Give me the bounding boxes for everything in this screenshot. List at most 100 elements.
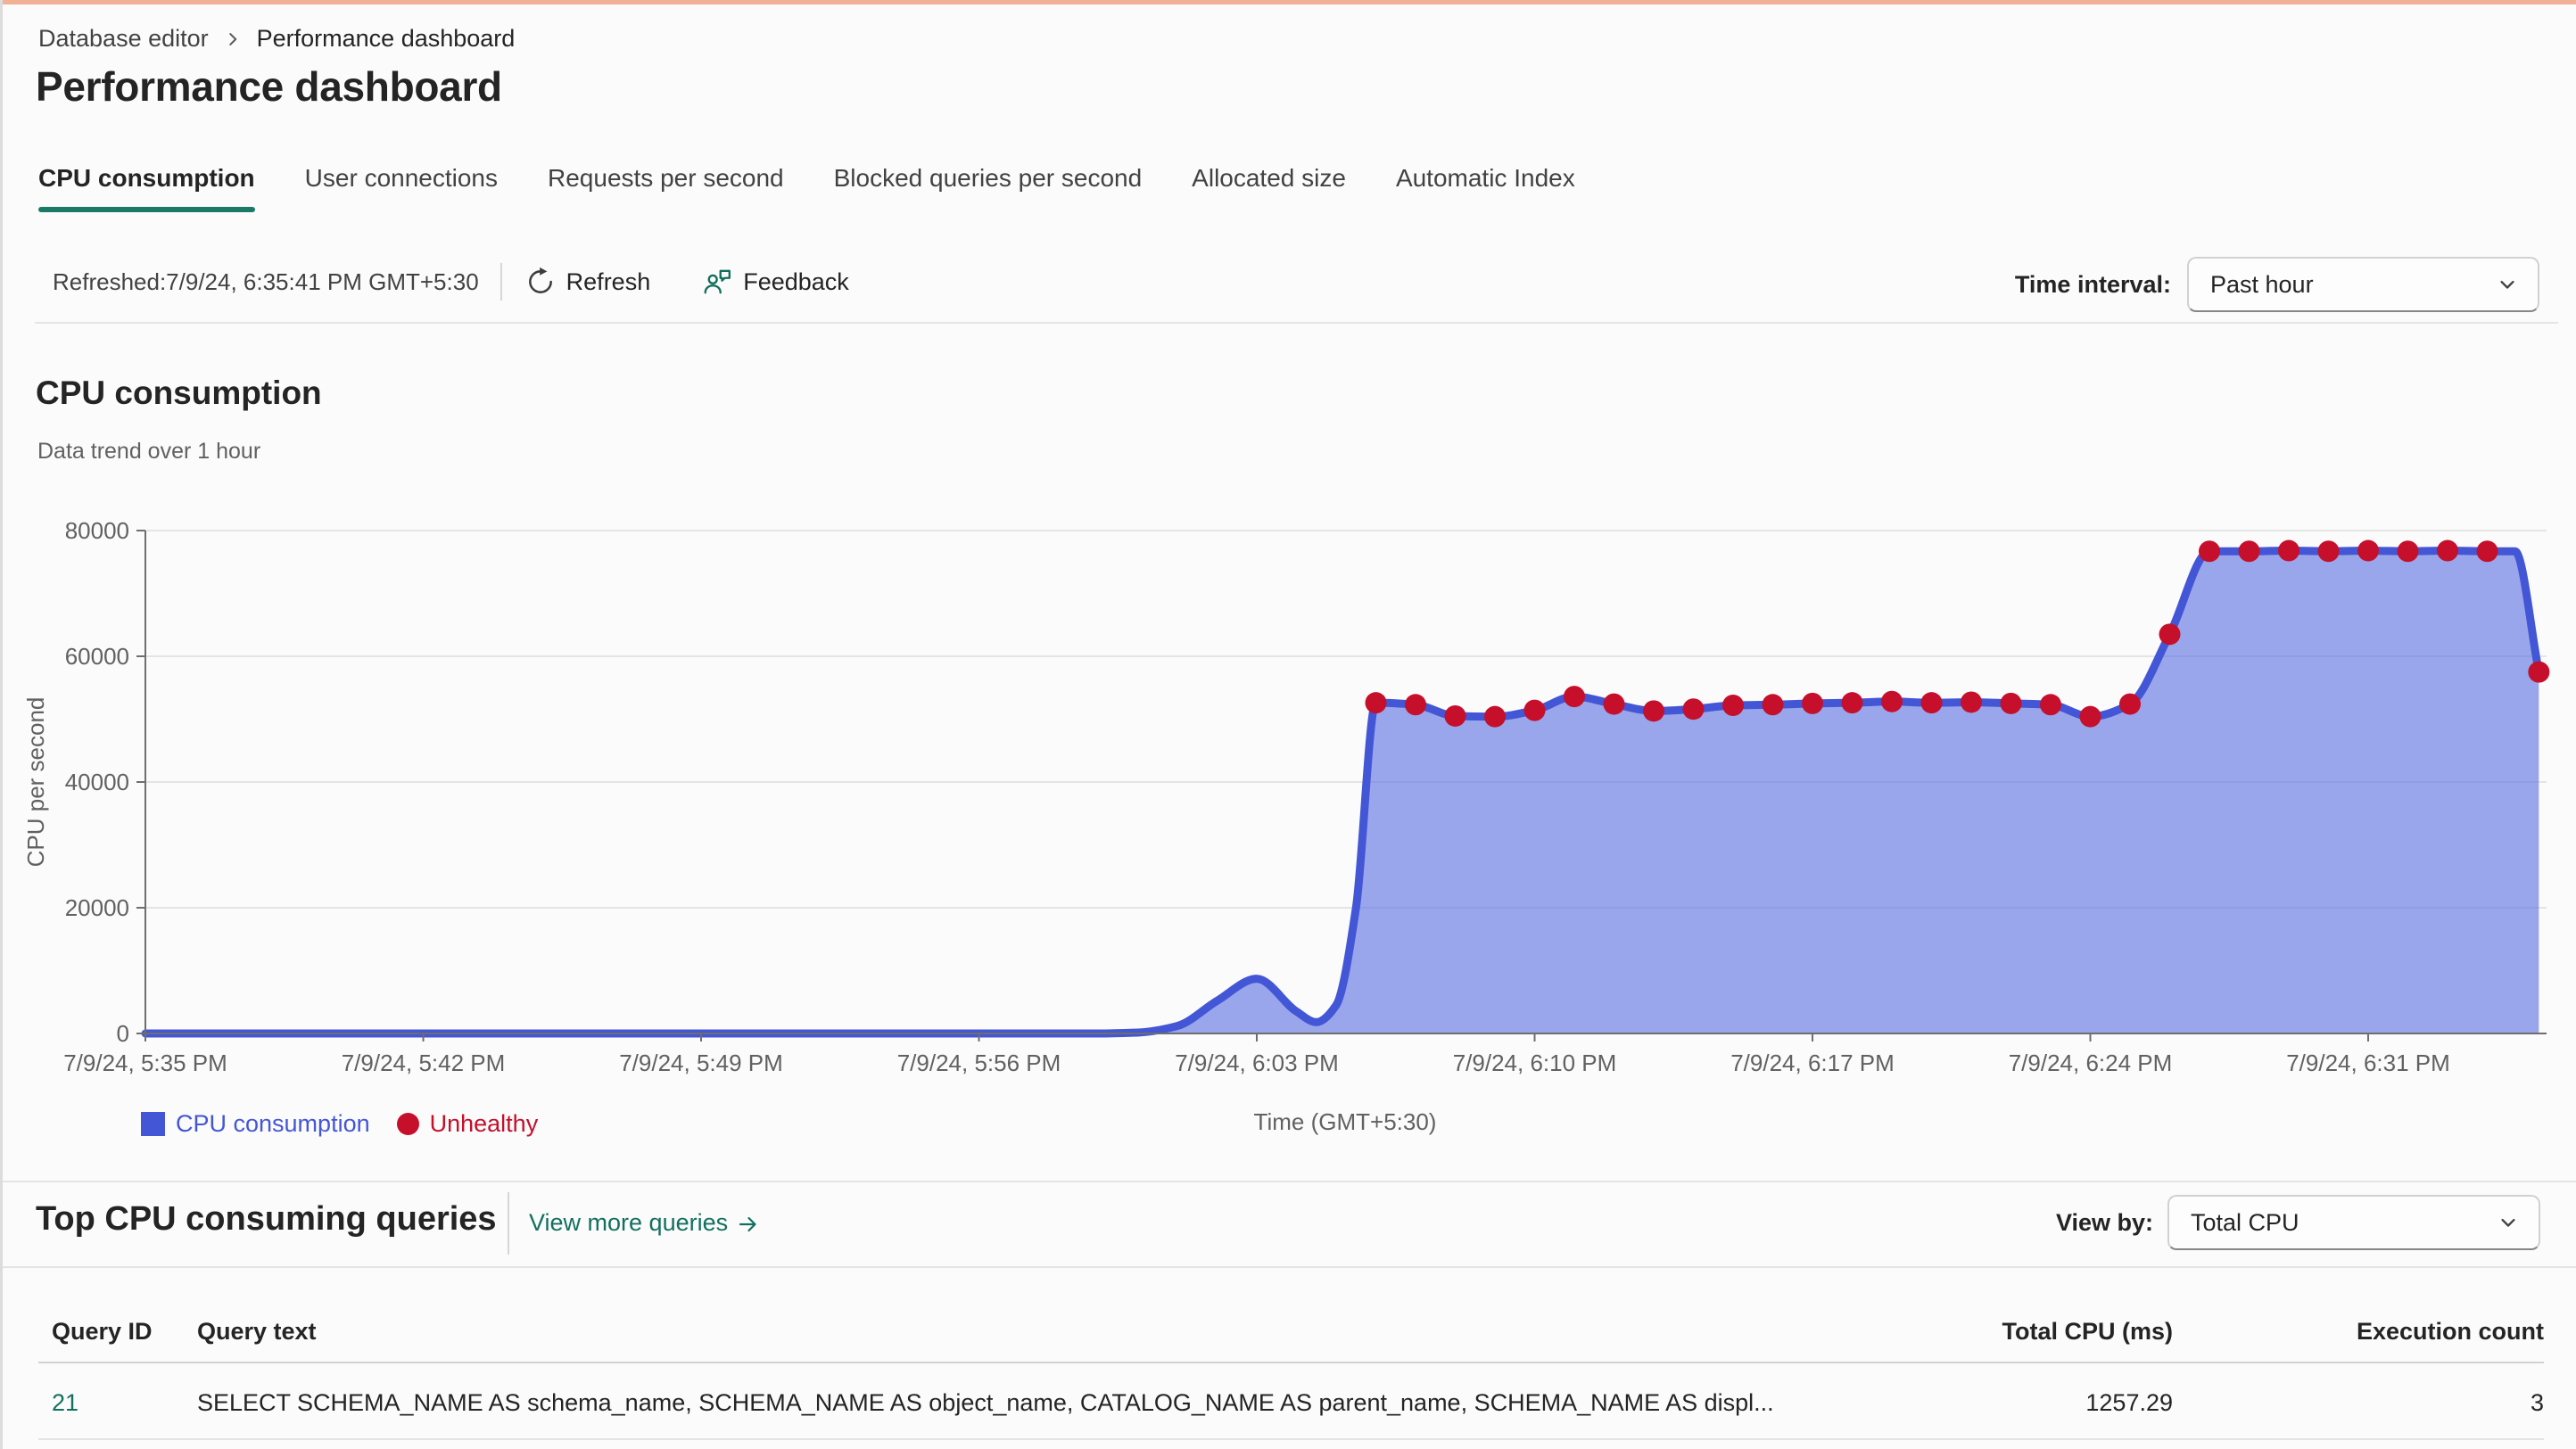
unhealthy-point[interactable] xyxy=(2238,540,2260,563)
unhealthy-point[interactable] xyxy=(1802,692,1823,714)
refreshed-timestamp: Refreshed:7/9/24, 6:35:41 PM GMT+5:30 xyxy=(53,268,479,295)
unhealthy-point[interactable] xyxy=(1881,690,1903,712)
chart-section-title: CPU consumption xyxy=(36,375,322,411)
tab-requests-per-second[interactable]: Requests per second xyxy=(548,164,784,192)
view-by-dropdown[interactable]: Total CPU xyxy=(2167,1195,2540,1250)
unhealthy-point[interactable] xyxy=(2476,540,2498,563)
queries-section-title: Top CPU consuming queries xyxy=(36,1200,497,1238)
page-title: Performance dashboard xyxy=(36,63,502,110)
breadcrumb-chevron-icon xyxy=(223,29,243,49)
tab-bar: CPU consumption User connections Request… xyxy=(38,164,1575,212)
unhealthy-point[interactable] xyxy=(1722,694,1744,716)
queries-header-divider xyxy=(508,1192,509,1255)
legend-circle-swatch xyxy=(396,1112,419,1135)
section-divider xyxy=(35,322,2558,324)
tab-user-connections[interactable]: User connections xyxy=(304,164,499,192)
time-interval-value: Past hour xyxy=(2210,270,2314,298)
y-tick-label: 20000 xyxy=(65,894,129,921)
y-tick-label: 40000 xyxy=(65,769,129,795)
view-by-label: View by: xyxy=(2055,1208,2153,1236)
y-tick-label: 0 xyxy=(117,1020,129,1047)
refresh-icon xyxy=(525,267,556,297)
unhealthy-point[interactable] xyxy=(1603,693,1625,715)
time-interval-group: Time interval: Past hour xyxy=(2015,257,2539,312)
section-divider xyxy=(3,1181,2576,1182)
unhealthy-point[interactable] xyxy=(1762,694,1784,716)
query-text-cell: SELECT SCHEMA_NAME AS schema_name, SCHEM… xyxy=(197,1389,1774,1416)
unhealthy-point[interactable] xyxy=(1523,699,1546,721)
unhealthy-point[interactable] xyxy=(1643,700,1664,722)
x-tick-label: 7/9/24, 6:17 PM xyxy=(1730,1050,1895,1076)
cpu-area xyxy=(145,550,2539,1033)
refresh-toolbar: Refreshed:7/9/24, 6:35:41 PM GMT+5:30 Re… xyxy=(53,259,849,305)
breadcrumb-database-editor[interactable]: Database editor xyxy=(38,25,209,52)
tab-automatic-index[interactable]: Automatic Index xyxy=(1395,164,1575,192)
table-row-divider xyxy=(38,1438,2544,1440)
y-axis-title: CPU per second xyxy=(22,697,49,868)
table-header-underline xyxy=(38,1362,2544,1363)
y-tick-label: 60000 xyxy=(65,643,129,670)
x-tick-label: 7/9/24, 6:03 PM xyxy=(1175,1050,1339,1076)
execution-count-cell: 3 xyxy=(2530,1389,2544,1416)
unhealthy-point[interactable] xyxy=(1484,705,1506,728)
unhealthy-point[interactable] xyxy=(1841,692,1863,714)
tab-cpu-consumption[interactable]: CPU consumption xyxy=(38,164,255,212)
unhealthy-point[interactable] xyxy=(2159,623,2181,646)
chart-legend: CPU consumption Unhealthy xyxy=(141,1104,538,1143)
x-tick-label: 7/9/24, 5:35 PM xyxy=(63,1050,227,1076)
view-more-queries-link[interactable]: View more queries xyxy=(529,1209,760,1237)
unhealthy-point[interactable] xyxy=(1444,704,1466,727)
unhealthy-point[interactable] xyxy=(2119,693,2141,715)
unhealthy-point[interactable] xyxy=(2317,540,2340,563)
query-id-link[interactable]: 21 xyxy=(52,1389,79,1416)
x-tick-label: 7/9/24, 6:24 PM xyxy=(2009,1050,2173,1076)
feedback-button[interactable]: Feedback xyxy=(702,267,849,297)
x-tick-label: 7/9/24, 5:42 PM xyxy=(342,1050,506,1076)
unhealthy-point[interactable] xyxy=(1365,692,1387,714)
x-tick-label: 7/9/24, 5:49 PM xyxy=(619,1050,783,1076)
legend-square-swatch xyxy=(141,1111,165,1136)
view-by-group: View by: Total CPU xyxy=(2056,1195,2540,1250)
unhealthy-point[interactable] xyxy=(1961,691,1982,713)
feedback-label: Feedback xyxy=(743,268,849,295)
tab-allocated-size[interactable]: Allocated size xyxy=(1192,164,1346,192)
y-tick-label: 80000 xyxy=(65,517,129,544)
x-tick-label: 7/9/24, 5:56 PM xyxy=(897,1050,1061,1076)
column-header-query-id: Query ID xyxy=(52,1318,153,1345)
breadcrumb-current-page: Performance dashboard xyxy=(256,25,516,52)
chart-section-subtitle: Data trend over 1 hour xyxy=(37,439,261,464)
x-tick-label: 7/9/24, 6:10 PM xyxy=(1453,1050,1617,1076)
legend-label: Unhealthy xyxy=(429,1109,539,1137)
refresh-label: Refresh xyxy=(566,268,651,295)
unhealthy-point[interactable] xyxy=(2528,661,2550,683)
legend-unhealthy[interactable]: Unhealthy xyxy=(396,1109,539,1138)
unhealthy-point[interactable] xyxy=(2079,705,2101,728)
tab-blocked-queries-per-second[interactable]: Blocked queries per second xyxy=(833,164,1143,192)
column-header-total-cpu: Total CPU (ms) xyxy=(2002,1318,2173,1345)
view-by-value: Total CPU xyxy=(2191,1208,2299,1236)
unhealthy-point[interactable] xyxy=(2040,694,2061,716)
unhealthy-point[interactable] xyxy=(2278,539,2299,562)
arrow-right-icon xyxy=(737,1212,760,1235)
refresh-button[interactable]: Refresh xyxy=(525,267,651,297)
time-interval-label: Time interval: xyxy=(2014,270,2171,298)
total-cpu-cell: 1257.29 xyxy=(2085,1389,2173,1416)
legend-label: CPU consumption xyxy=(176,1109,370,1137)
unhealthy-point[interactable] xyxy=(1920,692,1943,714)
view-more-queries-label: View more queries xyxy=(529,1209,729,1236)
chevron-down-icon xyxy=(2495,272,2520,297)
legend-cpu-consumption[interactable]: CPU consumption xyxy=(141,1110,370,1138)
x-axis-title: Time (GMT+5:30) xyxy=(1253,1108,1437,1135)
unhealthy-point[interactable] xyxy=(1682,698,1705,720)
unhealthy-point[interactable] xyxy=(2397,540,2419,563)
column-header-execution-count: Execution count xyxy=(2356,1318,2544,1345)
unhealthy-point[interactable] xyxy=(2437,539,2458,562)
unhealthy-point[interactable] xyxy=(2000,692,2022,714)
unhealthy-point[interactable] xyxy=(1405,694,1426,716)
x-tick-label: 7/9/24, 6:31 PM xyxy=(2286,1050,2450,1076)
toolbar-divider xyxy=(500,263,502,301)
unhealthy-point[interactable] xyxy=(2357,539,2379,562)
time-interval-dropdown[interactable]: Past hour xyxy=(2187,257,2539,312)
unhealthy-point[interactable] xyxy=(1564,686,1585,708)
unhealthy-point[interactable] xyxy=(2199,540,2220,563)
